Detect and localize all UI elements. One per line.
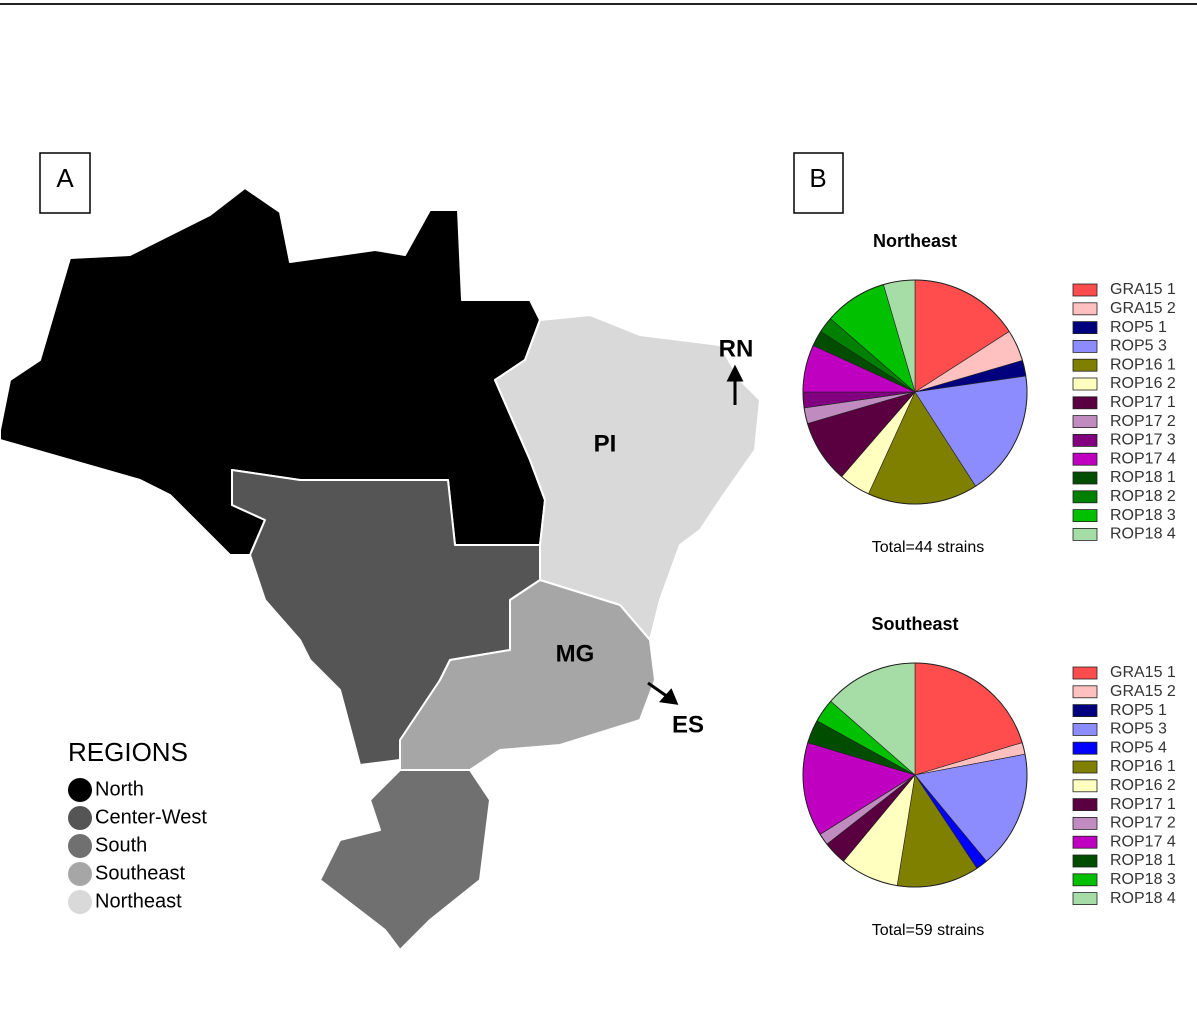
map <box>0 187 761 951</box>
region-shape <box>319 769 491 951</box>
legend-label: Southeast <box>95 862 186 884</box>
legend-swatch <box>1072 704 1098 717</box>
state-label: MG <box>556 640 595 667</box>
pie-outline <box>802 662 1028 888</box>
region-legend: North Center-West South Southeast Northeast <box>68 778 207 914</box>
legend-label: ROP17 3 <box>1110 432 1176 449</box>
legend-swatch <box>68 778 92 802</box>
label-box <box>793 152 844 214</box>
legend-swatch <box>1072 666 1098 680</box>
arrow-head <box>659 688 679 705</box>
legend-swatch <box>1072 779 1098 793</box>
legend-label: ROP5 4 <box>1110 739 1167 756</box>
state-label: ES <box>672 711 704 738</box>
panel-label: B <box>809 163 826 193</box>
label-box <box>39 152 91 214</box>
state-label: RN <box>719 335 754 362</box>
legend-label: GRA15 1 <box>1110 664 1176 681</box>
legend-label: ROP18 3 <box>1110 507 1176 524</box>
legend-swatch <box>1072 873 1098 887</box>
legend-label: GRA15 1 <box>1110 281 1176 298</box>
legend-label: South <box>95 834 147 856</box>
legend-label: GRA15 2 <box>1110 300 1176 317</box>
legend-label: ROP18 1 <box>1110 852 1176 869</box>
legend-swatch <box>1072 892 1098 905</box>
legend-label: Center-West <box>95 806 207 828</box>
legend-swatch <box>1072 798 1098 811</box>
legend-swatch <box>68 806 92 830</box>
legend-swatch <box>1072 321 1098 335</box>
legend-label: North <box>95 778 144 800</box>
pie-outline <box>802 279 1028 505</box>
legend-swatch <box>1072 433 1098 447</box>
legend-label: ROP18 2 <box>1110 488 1176 505</box>
legend-label: ROP16 2 <box>1110 777 1176 794</box>
legend-swatch <box>1072 415 1098 429</box>
legend-swatch <box>1072 339 1098 353</box>
legend-swatch <box>1072 452 1098 466</box>
legend-label: ROP17 1 <box>1110 796 1176 813</box>
pie-panel: Northeast Total=44 strains GRA15 1 GRA15 2 R… <box>802 231 1176 939</box>
legend-label: ROP18 4 <box>1110 890 1176 907</box>
legend-label: GRA15 2 <box>1110 683 1176 700</box>
arrow <box>647 681 669 699</box>
panel-a-box: A <box>39 152 91 214</box>
legend-swatch <box>1072 358 1098 372</box>
legend-label: ROP17 2 <box>1110 815 1176 832</box>
legend-swatch <box>1072 471 1098 485</box>
legend-swatch <box>1072 760 1098 774</box>
legend-swatch <box>1072 817 1098 830</box>
legend-swatch <box>1072 723 1098 736</box>
legend-swatch <box>1072 835 1098 849</box>
legend-label: ROP5 3 <box>1110 338 1167 355</box>
legend-label: ROP18 3 <box>1110 871 1176 888</box>
legend-swatch <box>1072 396 1098 410</box>
panel-label: A <box>56 163 74 193</box>
legend-swatch <box>1072 283 1098 297</box>
chart-note: Total=44 strains <box>872 539 985 556</box>
legend-label: ROP17 1 <box>1110 394 1176 411</box>
legend-swatch <box>1072 741 1098 755</box>
arrows <box>647 364 744 705</box>
chart-title: Northeast <box>873 231 957 251</box>
legend-swatch <box>1072 509 1098 523</box>
legend-label: ROP17 4 <box>1110 833 1176 850</box>
legend-swatch <box>1072 685 1098 699</box>
legend-label: ROP5 3 <box>1110 721 1167 738</box>
legend-label: ROP16 1 <box>1110 356 1176 373</box>
legend-swatch <box>1072 377 1098 391</box>
legend-swatch <box>68 862 92 886</box>
legend-swatch <box>1072 490 1098 504</box>
legend-swatch <box>68 890 92 914</box>
legend-label: ROP17 4 <box>1110 450 1176 467</box>
legend-swatch <box>1072 302 1098 316</box>
legend-label: ROP18 1 <box>1110 469 1176 486</box>
legend-label: ROP17 2 <box>1110 413 1176 430</box>
chart-title: Southeast <box>871 614 958 634</box>
state-label: PI <box>594 430 617 457</box>
legend-label: ROP16 2 <box>1110 375 1176 392</box>
legend-label: ROP16 1 <box>1110 758 1176 775</box>
legend-label: ROP5 1 <box>1110 702 1167 719</box>
panel-b-box: B <box>793 152 844 214</box>
legend-label: ROP18 4 <box>1110 526 1176 543</box>
legend-swatch <box>1072 854 1098 868</box>
legend-swatch <box>68 834 92 858</box>
legend-label: Northeast <box>95 890 182 912</box>
region-shape <box>494 314 761 641</box>
legend-title: REGIONS <box>68 737 188 767</box>
legend-swatch <box>1072 528 1098 541</box>
arrow-head <box>726 364 744 382</box>
chart-note: Total=59 strains <box>872 922 985 939</box>
legend-label: ROP5 1 <box>1110 319 1167 336</box>
